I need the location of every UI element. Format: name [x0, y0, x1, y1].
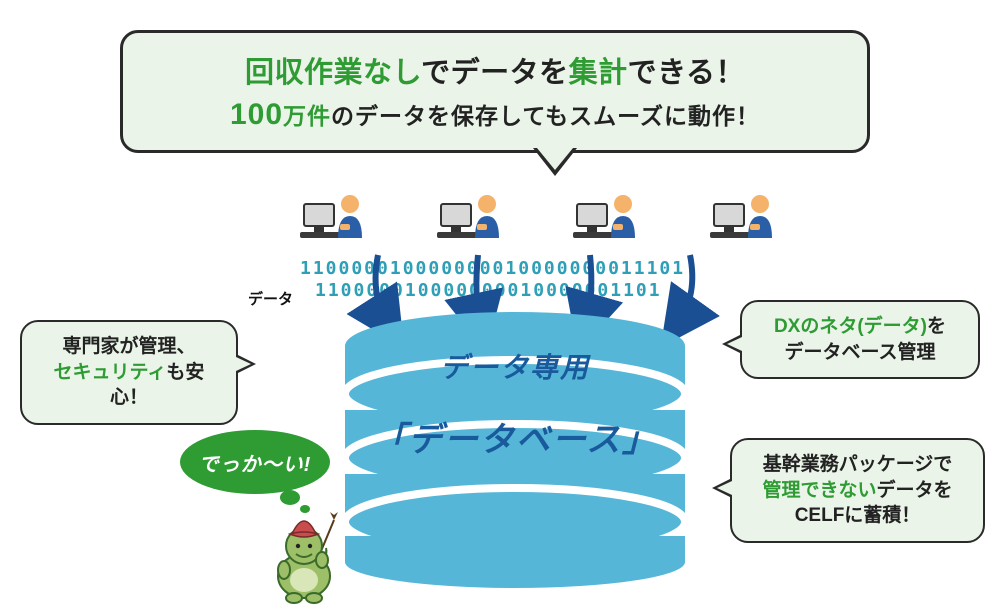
headline-line2: 100万件のデータを保存してもスムーズに動作！: [147, 97, 843, 132]
callout-tail-icon: [712, 478, 732, 498]
person-icon: [710, 190, 780, 252]
headline-banner: 回収作業なしでデータを集計できる！ 100万件のデータを保存してもスムーズに動作…: [120, 30, 870, 153]
callout-right-top: DXのネタ(データ)をデータベース管理: [740, 300, 980, 379]
mascot-speech-bubble: でっか～い!: [180, 430, 330, 494]
database-label-1: データ専用: [340, 346, 690, 386]
callout-tail-icon: [722, 334, 742, 354]
banner-tail-icon: [533, 148, 577, 176]
callout-right-top-text: DXのネタ(データ)をデータベース管理: [774, 316, 946, 363]
person-icon: [437, 190, 507, 252]
person-icon: [573, 190, 643, 252]
data-label: データ: [248, 288, 293, 309]
person-icon: [300, 190, 370, 252]
database-label-2: 「データベース」: [340, 412, 690, 461]
bubble-text: でっか～い!: [199, 448, 312, 477]
callout-right-bottom: 基幹業務パッケージで管理できないデータをCELFに蓄積！: [730, 438, 985, 543]
callout-right-bottom-text: 基幹業務パッケージで管理できないデータをCELFに蓄積！: [762, 454, 952, 526]
database-icon: データ専用 「データベース」: [340, 310, 690, 595]
callout-left: 専門家が管理、セキュリティも安心！: [20, 320, 238, 425]
headline-line1: 回収作業なしでデータを集計できる！: [147, 49, 843, 91]
callout-tail-icon: [236, 354, 256, 374]
mascot-icon: [266, 498, 366, 608]
people-row: [300, 190, 780, 252]
callout-left-text: 専門家が管理、セキュリティも安心！: [54, 336, 205, 408]
